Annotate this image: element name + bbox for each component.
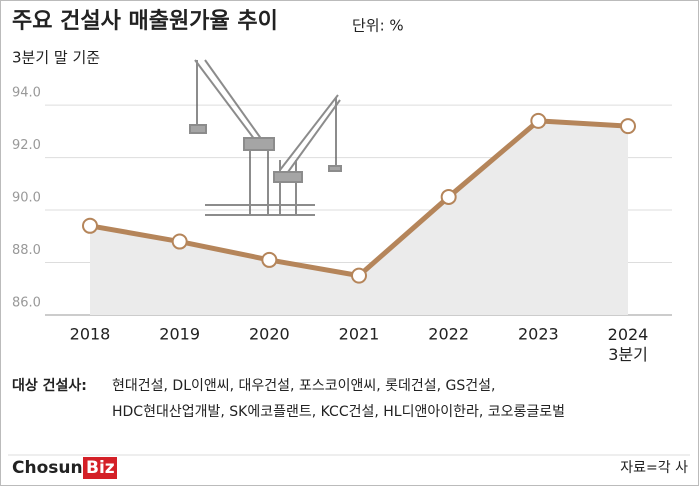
point	[620, 118, 636, 135]
point	[171, 233, 188, 250]
y-tick-label: 88.0	[12, 243, 41, 258]
x-tick-label: 2020	[249, 325, 290, 344]
x-tick-label: 2024 3분기	[608, 325, 649, 364]
point	[440, 188, 457, 205]
chart-title: 주요 건설사 매출원가율 추이	[12, 9, 278, 34]
y-tick-label: 86.0	[12, 296, 41, 311]
note-line: 현대건설, DL이앤씨, 대우건설, 포스코이앤씨, 롯데건설, GS건설,	[112, 378, 496, 394]
x-tick-label: 2023	[518, 325, 559, 344]
area	[90, 120, 628, 315]
note-line: HDC현대산업개발, SK에코플랜트, KCC건설, HL디앤아이한라, 코오롱…	[112, 404, 565, 420]
unit: 단위: %	[352, 17, 404, 35]
x-tick-label: 2019	[159, 325, 200, 344]
point	[530, 112, 547, 129]
y-tick-label: 94.0	[12, 86, 41, 101]
logo: Biz	[86, 458, 115, 478]
point	[82, 217, 98, 234]
point	[351, 267, 367, 284]
note-label: 대상 건설사:	[12, 377, 87, 394]
plot	[45, 104, 672, 316]
subtitle: 3분기 말 기준	[12, 49, 100, 67]
y-tick-label: 90.0	[12, 191, 41, 206]
x-tick-label: 2021	[339, 325, 380, 344]
logo: Chosun	[12, 458, 83, 478]
point	[261, 251, 278, 268]
x-tick-label: 2018	[70, 325, 111, 344]
crane-illustration	[189, 59, 342, 216]
source: 자료=각 사	[620, 460, 688, 476]
x-tick-label: 2022	[428, 325, 469, 344]
logo-box	[83, 457, 117, 479]
y-tick-label: 92.0	[12, 138, 41, 153]
